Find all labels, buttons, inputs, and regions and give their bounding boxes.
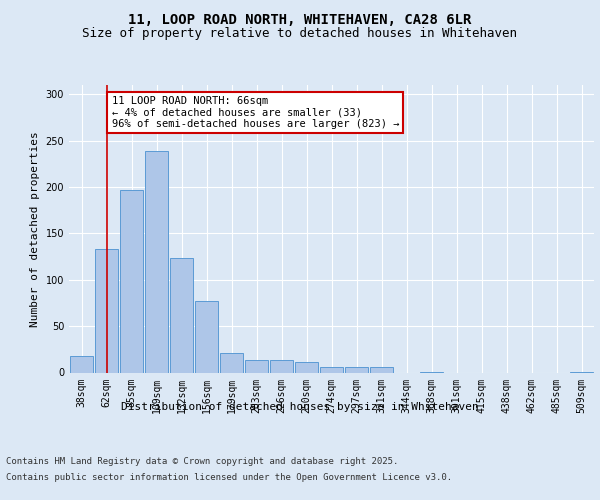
Bar (345, 367, 368, 372)
Text: Distribution of detached houses by size in Whitehaven: Distribution of detached houses by size … (121, 402, 479, 412)
Bar (95, 249, 118, 372)
Bar (220, 353, 243, 372)
Bar (195, 301, 218, 372)
Text: 11 LOOP ROAD NORTH: 66sqm
← 4% of detached houses are smaller (33)
96% of semi-d: 11 LOOP ROAD NORTH: 66sqm ← 4% of detach… (112, 96, 399, 130)
Text: Contains HM Land Registry data © Crown copyright and database right 2025.: Contains HM Land Registry data © Crown c… (6, 458, 398, 466)
Bar (145, 151, 168, 372)
Bar (295, 362, 318, 372)
Y-axis label: Number of detached properties: Number of detached properties (30, 131, 40, 326)
Bar (120, 190, 143, 372)
Bar (70, 356, 93, 372)
Text: 11, LOOP ROAD NORTH, WHITEHAVEN, CA28 6LR: 11, LOOP ROAD NORTH, WHITEHAVEN, CA28 6L… (128, 12, 472, 26)
Text: Size of property relative to detached houses in Whitehaven: Size of property relative to detached ho… (83, 28, 517, 40)
Bar (270, 360, 293, 372)
Text: Contains public sector information licensed under the Open Government Licence v3: Contains public sector information licen… (6, 472, 452, 482)
Bar (170, 258, 193, 372)
Bar (370, 367, 393, 372)
Bar (320, 367, 343, 372)
Bar (245, 360, 268, 372)
